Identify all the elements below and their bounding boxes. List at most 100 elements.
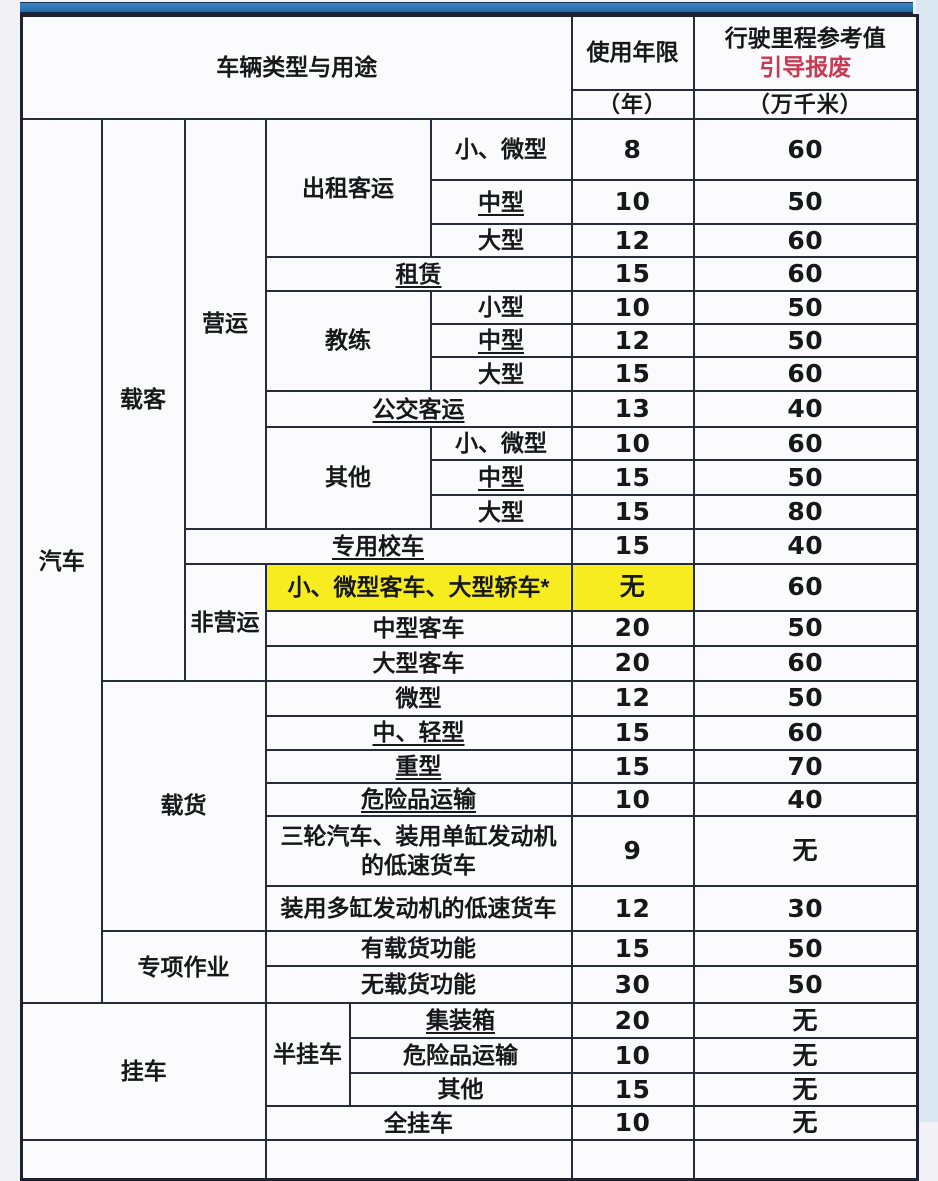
label-medium-light-truck: 中、轻型	[264, 714, 573, 751]
table-row: 中、轻型 15 60	[22, 714, 919, 751]
header-service-years: 使用年限	[570, 14, 695, 91]
group-commercial: 营运	[183, 118, 267, 530]
group-passenger: 载客	[100, 118, 186, 682]
partial-row-cell	[264, 1138, 573, 1181]
table-row: 三轮汽车、装用单缸发动机的低速货车 9 无	[22, 815, 919, 887]
group-trailer: 挂车	[20, 1002, 267, 1141]
page-margin-right	[916, 0, 938, 1122]
table-row: 汽车 载客 营运 出租客运 小、微型 8 60	[20, 117, 919, 1004]
km-cell: 60	[692, 118, 919, 181]
years-cell: 10	[570, 1105, 695, 1141]
km-cell: 无	[692, 1105, 919, 1141]
km-cell: 80	[692, 494, 919, 530]
km-cell: 50	[692, 179, 919, 225]
group-taxi: 出租客运	[264, 117, 432, 259]
partial-cropped-row	[20, 1138, 919, 1181]
size-cell: 中型	[429, 459, 573, 497]
years-cell: 15	[570, 494, 695, 530]
top-blue-bar	[20, 2, 913, 15]
header-mileage-unit: （万千米）	[692, 88, 919, 120]
group-semi-trailer: 半挂车	[264, 1001, 351, 1108]
group-other: 其他	[264, 426, 432, 530]
header-years-unit: （年）	[570, 88, 695, 120]
years-cell: 15	[570, 256, 695, 292]
km-cell: 30	[692, 885, 919, 932]
km-cell: 60	[692, 425, 919, 462]
table-row: 重型 15 70	[22, 748, 919, 784]
group-non-commercial: 非营运	[183, 562, 267, 682]
km-cell: 60	[692, 562, 919, 612]
size-cell: 中型	[429, 179, 573, 225]
label-small-mini-bus-highlighted: 小、微型客车、大型轿车*	[264, 562, 573, 612]
table-row: 其他 15 无	[22, 1071, 919, 1108]
header-row-2: （年） （万千米）	[22, 88, 919, 120]
header-mileage: 行驶里程参考值 引导报废	[692, 14, 919, 91]
table-row: 大型 12 60	[22, 222, 919, 259]
label-other-trailer: 其他	[348, 1071, 573, 1108]
size-cell: 大型	[429, 494, 573, 530]
label-three-wheel-single-cylinder: 三轮汽车、装用单缸发动机的低速货车	[264, 815, 573, 887]
km-cell: 50	[692, 609, 919, 647]
size-cell: 小、微型	[429, 425, 573, 462]
table-row: 装用多缸发动机的低速货车 12 30	[22, 885, 919, 932]
table-row: 危险品运输 10 40	[22, 781, 919, 818]
table-row: 无载货功能 30 50	[22, 965, 919, 1004]
years-cell: 15	[570, 930, 695, 967]
years-cell: 20	[570, 644, 695, 682]
table-row: 非营运 小、微型客车、大型轿车* 无 60	[22, 562, 919, 682]
km-cell: 60	[692, 714, 919, 751]
group-training: 教练	[264, 289, 432, 392]
years-cell: 15	[570, 748, 695, 784]
label-without-cargo-function: 无载货功能	[264, 965, 573, 1004]
km-cell: 50	[692, 322, 919, 359]
partial-row-cell	[692, 1138, 919, 1181]
km-cell: 50	[692, 930, 919, 967]
table-row: 其他 小、微型 10 60	[22, 425, 919, 530]
size-cell: 小型	[429, 289, 573, 325]
km-cell: 无	[692, 1002, 919, 1039]
years-cell: 9	[570, 815, 695, 887]
years-cell: 12	[570, 885, 695, 932]
label-heavy-truck: 重型	[264, 748, 573, 784]
label-dangerous-goods-trailer: 危险品运输	[348, 1037, 573, 1074]
table-row: 大型客车 20 60	[22, 644, 919, 682]
years-cell: 无	[570, 562, 695, 612]
km-cell: 无	[692, 1037, 919, 1074]
label-mini-truck: 微型	[264, 679, 573, 717]
years-cell: 8	[570, 118, 695, 181]
size-cell: 小、微型	[429, 118, 573, 181]
table-row: 中型客车 20 50	[22, 609, 919, 647]
years-cell: 30	[570, 965, 695, 1004]
years-cell: 15	[570, 459, 695, 497]
table-row: 租赁 15 60	[22, 256, 919, 292]
table-row: 载货 微型 12 50	[22, 679, 919, 932]
km-cell: 60	[692, 644, 919, 682]
group-cargo: 载货	[100, 679, 267, 932]
km-cell: 50	[692, 289, 919, 325]
years-cell: 10	[570, 425, 695, 462]
km-cell: 50	[692, 679, 919, 717]
km-cell: 60	[692, 222, 919, 259]
years-cell: 20	[570, 609, 695, 647]
label-medium-bus: 中型客车	[264, 609, 573, 647]
table-row: 专用校车 15 40	[22, 527, 919, 565]
table-row: 危险品运输 10 无	[22, 1037, 919, 1074]
label-dangerous-goods-truck: 危险品运输	[264, 781, 573, 818]
label-large-bus: 大型客车	[264, 644, 573, 682]
km-cell: 70	[692, 748, 919, 784]
table-row: 公交客运 13 40	[22, 390, 919, 428]
label-container: 集装箱	[348, 1002, 573, 1039]
years-cell: 10	[570, 289, 695, 325]
years-cell: 10	[570, 1037, 695, 1074]
header-vehicle-type: 车辆类型与用途	[20, 14, 573, 120]
label-multi-cylinder-low-speed: 装用多缸发动机的低速货车	[264, 885, 573, 932]
label-school-bus: 专用校车	[183, 527, 573, 565]
km-cell: 40	[692, 527, 919, 565]
km-cell: 40	[692, 781, 919, 818]
label-rental: 租赁	[264, 256, 573, 292]
label-full-trailer: 全挂车	[264, 1105, 573, 1141]
table-row: 挂车 半挂车 集装箱 20 无	[20, 1001, 919, 1141]
vehicle-scrap-standard-table: 车辆类型与用途 使用年限 行驶里程参考值 引导报废 （年） （万千米） 汽车 载…	[20, 14, 919, 1181]
label-with-cargo-function: 有载货功能	[264, 930, 573, 967]
years-cell: 15	[570, 1071, 695, 1108]
